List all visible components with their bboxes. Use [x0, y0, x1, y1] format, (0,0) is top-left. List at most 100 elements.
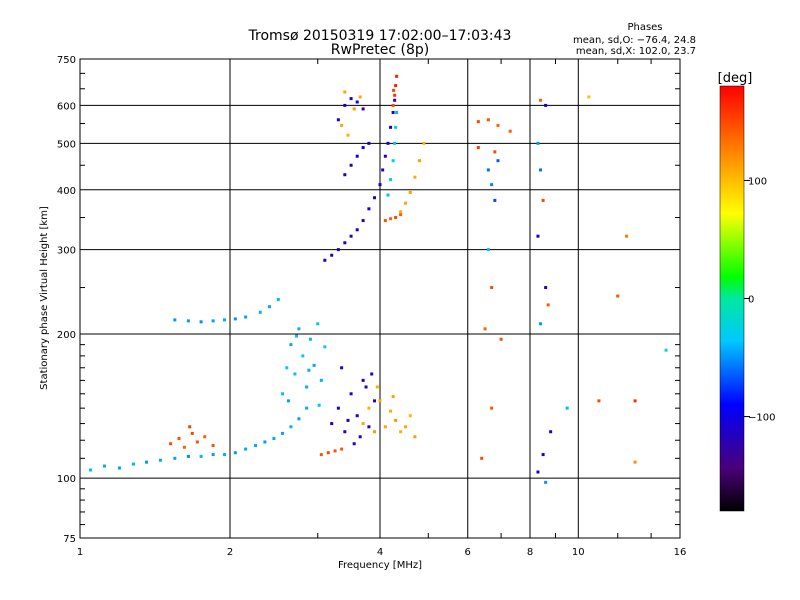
- data-point: [330, 422, 334, 426]
- data-point: [587, 95, 591, 99]
- data-point: [199, 454, 203, 458]
- data-point: [323, 345, 327, 349]
- data-point: [182, 445, 186, 449]
- data-point: [343, 241, 347, 245]
- data-point: [476, 120, 480, 124]
- data-point: [319, 453, 323, 457]
- colorbar-ticks: −100 0 100: [744, 176, 775, 424]
- data-point: [373, 430, 377, 434]
- x-axis-label: Frequency [MHz]: [338, 560, 422, 571]
- data-point: [381, 168, 385, 172]
- data-points: [89, 74, 668, 484]
- data-point: [541, 453, 545, 457]
- data-point: [422, 141, 426, 145]
- data-point: [173, 456, 177, 460]
- data-point: [281, 431, 285, 435]
- data-point: [305, 406, 309, 410]
- data-point: [267, 305, 271, 309]
- data-point: [490, 286, 494, 290]
- y-tick-label: 100: [57, 474, 76, 485]
- data-point: [391, 395, 395, 399]
- data-point: [297, 327, 301, 331]
- data-point: [408, 190, 412, 194]
- data-point: [343, 173, 347, 177]
- y-tick-label: 750: [57, 55, 76, 66]
- y-tick-label: 200: [57, 330, 76, 341]
- data-point: [361, 378, 365, 382]
- data-point: [233, 451, 237, 455]
- data-point: [367, 207, 371, 211]
- data-point: [297, 417, 301, 421]
- data-point: [395, 110, 399, 114]
- x-axis-ticks: 1 2 4 6 8 10 16: [77, 59, 687, 558]
- data-point: [326, 451, 330, 455]
- data-point: [233, 317, 237, 321]
- data-point: [392, 88, 396, 92]
- data-point: [565, 406, 569, 410]
- data-point: [378, 399, 382, 403]
- chart-title-line1: Tromsø 20150319 17:02:00–17:03:43: [248, 28, 512, 44]
- data-point: [307, 368, 311, 372]
- data-point: [343, 90, 347, 94]
- data-point: [244, 315, 248, 319]
- data-point: [413, 435, 417, 439]
- data-point: [399, 213, 403, 217]
- data-point: [486, 248, 490, 252]
- data-point: [541, 198, 545, 202]
- data-point: [549, 430, 553, 434]
- data-point: [355, 414, 359, 418]
- data-point: [378, 183, 382, 187]
- data-point: [536, 470, 540, 474]
- data-point: [391, 159, 395, 163]
- data-point: [499, 337, 503, 341]
- data-point: [539, 322, 543, 326]
- colorbar-tick-label: 100: [748, 176, 767, 187]
- data-point: [352, 107, 356, 111]
- data-point: [177, 437, 181, 441]
- data-point: [373, 196, 377, 200]
- data-point: [346, 418, 350, 422]
- data-point: [536, 234, 540, 238]
- x-tick-label: 8: [527, 547, 533, 558]
- data-point: [539, 98, 543, 102]
- colorbar: [719, 85, 745, 512]
- data-point: [355, 100, 359, 104]
- data-point: [358, 435, 362, 439]
- data-point: [199, 320, 203, 324]
- phases-stat-o: mean, sd,O: −76.4, 24.8: [573, 35, 696, 46]
- data-point: [285, 366, 289, 370]
- data-point: [633, 460, 637, 464]
- x-tick-label: 1: [77, 547, 83, 558]
- data-point: [253, 443, 257, 447]
- data-point: [394, 84, 398, 88]
- data-point: [383, 425, 387, 429]
- y-axis-label: Stationary phase Virtual Height [km]: [39, 206, 50, 390]
- data-point: [131, 462, 135, 466]
- data-point: [117, 466, 121, 470]
- data-point: [319, 378, 323, 382]
- data-point: [330, 253, 334, 257]
- data-point: [223, 318, 227, 322]
- data-point: [173, 318, 177, 322]
- data-point: [391, 103, 395, 107]
- data-point: [186, 319, 190, 323]
- data-point: [403, 425, 407, 429]
- data-point: [301, 354, 305, 358]
- x-tick-label: 16: [674, 547, 687, 558]
- data-point: [333, 449, 337, 453]
- data-point: [480, 456, 484, 460]
- data-point: [546, 303, 550, 307]
- chart-title-line2: RwPretec (8p): [331, 42, 429, 58]
- data-point: [169, 442, 173, 446]
- data-point: [476, 146, 480, 150]
- data-point: [293, 372, 297, 376]
- data-point: [295, 334, 299, 338]
- x-tick-label: 10: [572, 547, 585, 558]
- data-point: [493, 150, 497, 154]
- data-point: [317, 403, 321, 407]
- data-point: [370, 372, 374, 376]
- data-point: [389, 409, 393, 413]
- data-point: [190, 431, 194, 435]
- data-point: [391, 110, 395, 114]
- data-point: [289, 343, 293, 347]
